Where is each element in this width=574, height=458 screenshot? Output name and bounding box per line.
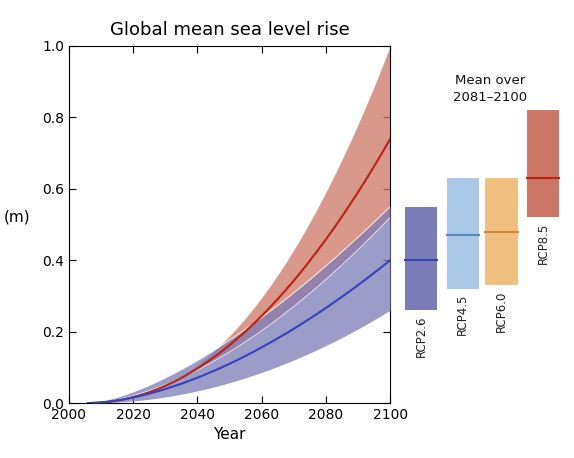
Text: RCP2.6: RCP2.6 [414, 316, 428, 357]
Text: RCP4.5: RCP4.5 [456, 294, 470, 335]
Text: Mean over
2081–2100: Mean over 2081–2100 [453, 74, 528, 104]
Y-axis label: (m): (m) [3, 209, 30, 224]
Bar [405, 207, 437, 310]
Bar [527, 110, 559, 217]
Bar [486, 178, 518, 285]
Text: RCP8.5: RCP8.5 [537, 223, 550, 264]
Title: Global mean sea level rise: Global mean sea level rise [110, 21, 350, 38]
Bar [447, 178, 479, 289]
X-axis label: Year: Year [214, 427, 246, 442]
Text: RCP6.0: RCP6.0 [495, 290, 508, 332]
